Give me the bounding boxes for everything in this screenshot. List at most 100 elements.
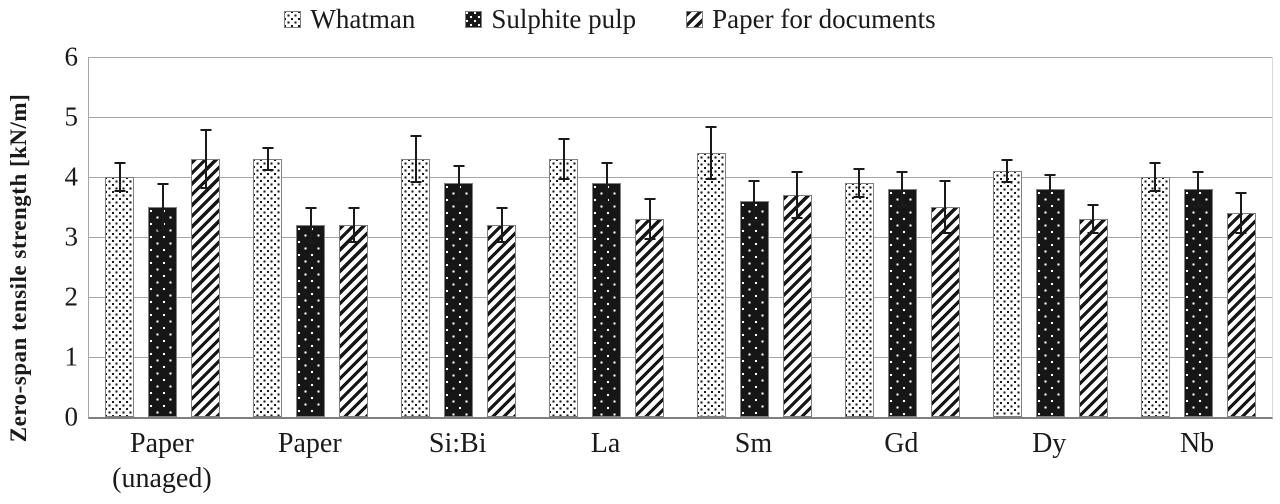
error-bar-bottom-cap (601, 202, 613, 204)
error-bar-line (1154, 162, 1157, 192)
dots-light-bar-fill (105, 177, 135, 417)
bar-whatman (105, 162, 135, 417)
bar-whatman (401, 135, 431, 417)
diagonal-hatch-bar-fill (191, 159, 221, 417)
y-tick-3: 3 (64, 221, 79, 252)
error-bar-top-cap (348, 207, 360, 209)
error-bar-line (753, 180, 756, 222)
error-bar-bottom-cap (1149, 190, 1161, 192)
bar-whatman (1140, 162, 1170, 417)
legend-item-whatman: Whatman (284, 3, 416, 34)
diagonal-hatch-bar-fill (339, 225, 369, 417)
error-bar-bottom-cap (939, 232, 951, 234)
gridline-4 (89, 177, 1272, 178)
error-bar-top-cap (262, 147, 274, 149)
plot-area (88, 57, 1273, 419)
bar-paper-for-documents (339, 207, 369, 417)
bar-group-si-bi (385, 57, 533, 417)
error-bar-bottom-cap (348, 241, 360, 243)
dots-light-bar-fill (401, 159, 431, 417)
error-bar-top-cap (791, 171, 803, 173)
bar-sulphite-pulp (739, 180, 769, 417)
error-bar-top-cap (853, 168, 865, 170)
diagonal-hatch-bar-fill (1078, 219, 1108, 417)
y-tick-2: 2 (64, 281, 79, 312)
x-label-sm: Sm (734, 428, 773, 459)
dots-light-bar-fill (549, 159, 579, 417)
error-bar-top-cap (1001, 159, 1013, 161)
diagonal-hatch-bar-fill (782, 195, 812, 417)
bars-layer (89, 57, 1272, 417)
error-bar-top-cap (157, 183, 169, 185)
x-label-nb: Nb (1179, 428, 1215, 459)
error-bar-top-cap (705, 126, 717, 128)
error-bar-line (1049, 174, 1052, 204)
x-label-dy: Dy (1032, 428, 1067, 459)
dots-dark-bar-fill (1035, 189, 1065, 417)
error-bar-bottom-cap (748, 220, 760, 222)
legend-label: Whatman (310, 3, 416, 34)
y-tick-4: 4 (64, 161, 79, 192)
error-bar-line (500, 207, 503, 243)
error-bar-bottom-cap (1235, 232, 1247, 234)
x-label-paper-unaged: Paper (unaged) (112, 428, 212, 494)
bar-paper-for-documents (782, 171, 812, 417)
bar-group-paper (237, 57, 385, 417)
legend-label: Paper for documents (712, 3, 936, 34)
error-bar-line (710, 126, 713, 180)
y-tick-1: 1 (64, 341, 79, 372)
bar-paper-for-documents (635, 198, 665, 417)
error-bar-bottom-cap (157, 229, 169, 231)
error-bar-line (266, 147, 269, 171)
error-bar-line (1240, 192, 1243, 234)
error-bar-top-cap (114, 162, 126, 164)
x-label-si-bi: Si:Bi (428, 428, 487, 459)
y-axis-tick-labels: 0 1 2 3 4 5 6 (0, 43, 79, 430)
bar-sulphite-pulp (1035, 174, 1065, 417)
bar-sulphite-pulp (592, 162, 622, 417)
error-bar-line (352, 207, 355, 243)
y-tick-6: 6 (64, 41, 79, 72)
dots-dark-bar-fill (1183, 189, 1213, 417)
legend-item-paper-for-documents: Paper for documents (686, 3, 936, 34)
error-bar-bottom-cap (1001, 181, 1013, 183)
error-bar-top-cap (644, 198, 656, 200)
error-bar-line (309, 207, 312, 243)
error-bar-line (1092, 204, 1095, 234)
bar-sulphite-pulp (1183, 171, 1213, 417)
error-bar-bottom-cap (791, 217, 803, 219)
x-label-la: La (590, 428, 621, 459)
dots-light-bar-fill (844, 183, 874, 417)
dots-light-bar-fill (992, 171, 1022, 417)
dots-dark-bar-fill (444, 183, 474, 417)
error-bar-top-cap (453, 165, 465, 167)
bar-paper-for-documents (1226, 192, 1256, 417)
error-bar-line (1006, 159, 1009, 183)
bar-whatman (992, 159, 1022, 417)
dots-dark-swatch-icon (465, 10, 483, 28)
x-label-gd: Gd (884, 428, 919, 459)
error-bar-line (901, 171, 904, 207)
dots-dark-bar-fill (296, 225, 326, 417)
bar-whatman (844, 168, 874, 417)
error-bar-top-cap (410, 135, 422, 137)
error-bar-bottom-cap (705, 178, 717, 180)
error-bar-bottom-cap (1044, 202, 1056, 204)
dots-dark-bar-fill (592, 183, 622, 417)
dots-light-bar-fill (253, 159, 283, 417)
error-bar-top-cap (200, 129, 212, 131)
dots-light-swatch-icon (284, 10, 302, 28)
error-bar-bottom-cap (114, 190, 126, 192)
error-bar-line (562, 138, 565, 180)
bar-sulphite-pulp (296, 207, 326, 417)
dots-dark-bar-fill (739, 201, 769, 417)
error-bar-top-cap (1235, 192, 1247, 194)
dots-dark-bar-fill (887, 189, 917, 417)
error-bar-bottom-cap (558, 178, 570, 180)
bar-whatman (696, 126, 726, 417)
gridline-2 (89, 297, 1272, 298)
gridline-5 (89, 117, 1272, 118)
error-bar-bottom-cap (1087, 232, 1099, 234)
diagonal-hatch-bar-fill (635, 219, 665, 417)
bar-group-la (533, 57, 681, 417)
